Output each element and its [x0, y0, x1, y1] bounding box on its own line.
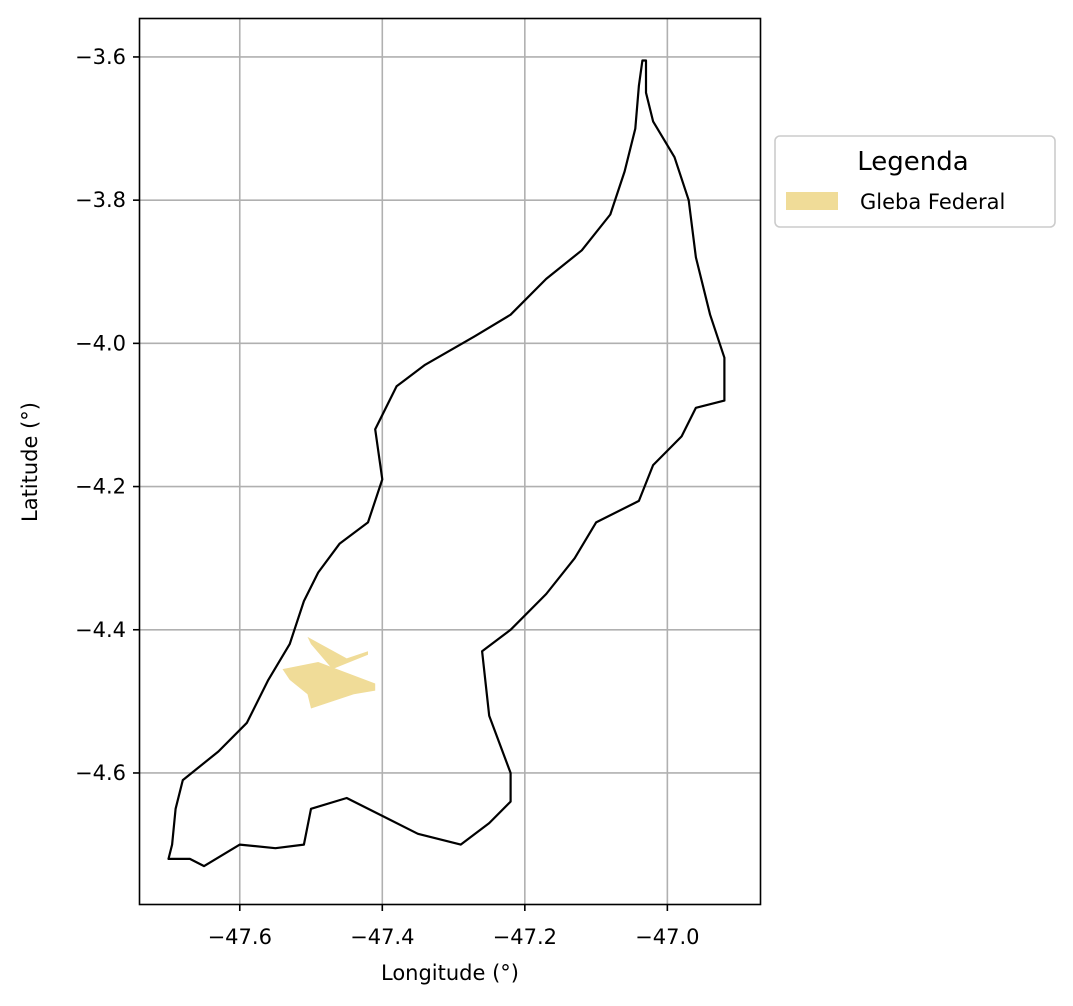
x-tick-label: −47.4	[350, 925, 414, 949]
gleba-federal-area	[307, 636, 368, 670]
y-tick-label: −3.8	[75, 188, 126, 212]
region-boundary	[167, 59, 726, 868]
legend-label: Gleba Federal	[860, 190, 1005, 214]
y-tick-label: −4.2	[75, 475, 126, 499]
y-tick-label: −4.0	[75, 331, 126, 355]
x-tick-label: −47.6	[208, 925, 272, 949]
axis-ticks: −47.6 −47.4 −47.2 −47.0 −3.6 −3.8 −4.0 −4.2 −4.4…	[75, 45, 700, 949]
y-tick-label: −4.4	[75, 618, 126, 642]
x-tick-label: −47.0	[635, 925, 699, 949]
map-layer	[167, 59, 726, 868]
gleba-federal-area	[282, 662, 376, 709]
y-tick-label: −4.6	[75, 761, 126, 785]
legend-box	[774, 135, 1056, 228]
plot-frame	[138, 17, 762, 906]
y-tick-label: −3.6	[75, 45, 126, 69]
legend-title: Legenda	[857, 147, 968, 177]
gridlines	[140, 19, 760, 904]
legend: Legenda Gleba Federal	[774, 135, 1056, 228]
legend-swatch	[786, 192, 838, 210]
x-axis-label: Longitude (°)	[381, 961, 519, 985]
x-tick-label: −47.2	[493, 925, 557, 949]
y-axis-label: Latitude (°)	[18, 402, 42, 522]
